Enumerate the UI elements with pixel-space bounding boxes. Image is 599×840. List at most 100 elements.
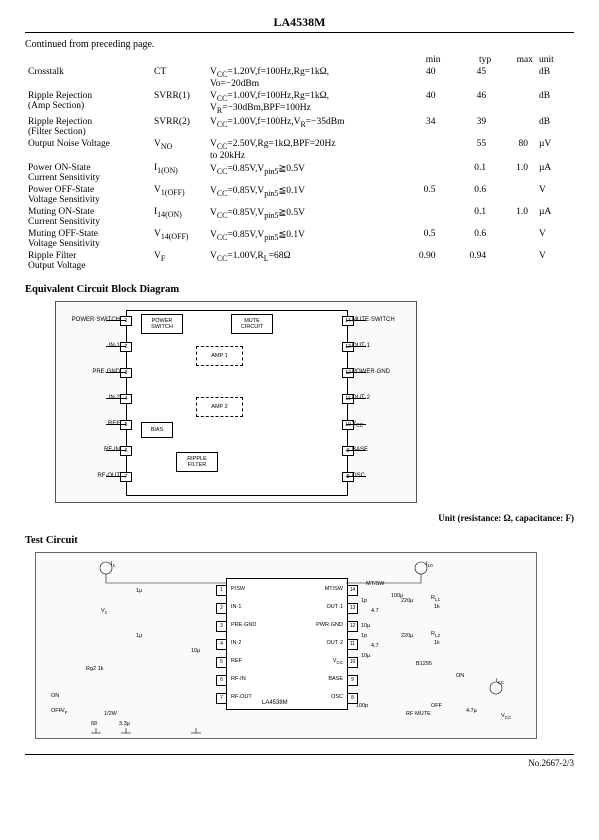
val-rg2: Rg2 1k bbox=[86, 666, 103, 672]
val-1k-b: 1k bbox=[434, 640, 440, 646]
param-unit: dB bbox=[536, 66, 574, 90]
col-typ: typ bbox=[444, 54, 495, 66]
param-name: Power OFF-StateVoltage Sensitivity bbox=[25, 184, 151, 206]
ic-pin: 5 bbox=[216, 657, 227, 668]
ic-pin: 12 bbox=[347, 621, 358, 632]
block-diagram-title: Equivalent Circuit Block Diagram bbox=[25, 284, 574, 295]
val-10u-b: 10µ bbox=[361, 623, 370, 629]
param-unit: V bbox=[536, 184, 574, 206]
table-row: Muting OFF-StateVoltage SensitivityV14(O… bbox=[25, 228, 574, 250]
val-4_7-a: 4.7 bbox=[371, 608, 379, 614]
pin-box: 7 bbox=[120, 472, 132, 482]
ic-pin: 7 bbox=[216, 693, 227, 704]
pin-label: VCC bbox=[352, 421, 363, 429]
ic-pin-label: OUT·1 bbox=[327, 604, 344, 610]
lbl-on: ON bbox=[456, 673, 464, 679]
val-100p: 100p bbox=[356, 703, 368, 709]
lbl-rl1: RL1 bbox=[431, 595, 440, 602]
param-max bbox=[494, 228, 536, 250]
page-footer: No.2667-2/3 bbox=[25, 754, 574, 768]
block-bias: BIAS bbox=[141, 422, 173, 438]
ic-pin-label: RF·OUT bbox=[231, 694, 252, 700]
ic-pin-label: OUT·2 bbox=[327, 640, 344, 646]
param-condition: VCC=0.85V,Vpin5≦0.1V bbox=[207, 184, 393, 206]
table-row: Ripple Rejection(Filter Section)SVRR(2)V… bbox=[25, 116, 574, 138]
val-10u-c: 10µ bbox=[361, 653, 370, 659]
lbl-i10: I10 bbox=[426, 561, 433, 568]
param-min bbox=[393, 162, 444, 184]
param-condition: VCC=0.85V,Vpin5≧0.5V bbox=[207, 206, 393, 228]
block-diagram: 1POWER·SWITCH2IN·13PRE·GND4IN·25REF6RF·I… bbox=[55, 301, 417, 503]
param-symbol: I14(ON) bbox=[151, 206, 207, 228]
ic-pin-label: PWR·GND bbox=[316, 622, 343, 628]
param-symbol: I1(ON) bbox=[151, 162, 207, 184]
ic-pin: 3 bbox=[216, 621, 227, 632]
param-name: Power ON-StateCurrent Sensitivity bbox=[25, 162, 151, 184]
param-name: Ripple Rejection(Filter Section) bbox=[25, 116, 151, 138]
param-name: Muting OFF-StateVoltage Sensitivity bbox=[25, 228, 151, 250]
param-min: 0.90 bbox=[393, 250, 444, 272]
val-1_2m: 1/2W bbox=[104, 711, 117, 717]
ic-pin: 2 bbox=[216, 603, 227, 614]
table-row: Ripple Rejection(Amp Section)SVRR(1)VCC=… bbox=[25, 90, 574, 116]
param-condition: VCC=0.85V,Vpin5≦0.1V bbox=[207, 228, 393, 250]
lbl-vcc: VCC bbox=[501, 713, 511, 720]
param-min: 34 bbox=[393, 116, 444, 138]
param-min: 0.5 bbox=[393, 228, 444, 250]
param-condition: VCC=2.50V,Rg=1kΩ,BPF=20Hzto 20kHz bbox=[207, 138, 393, 162]
param-typ: 55 bbox=[444, 138, 495, 162]
param-typ: 46 bbox=[444, 90, 495, 116]
test-circuit-title: Test Circuit bbox=[25, 535, 574, 546]
ic-pin: 10 bbox=[347, 657, 358, 668]
val-100u-a: 100µ bbox=[391, 593, 403, 599]
param-condition: VCC=1.20V,f=100Hz,Rg=1kΩ,Vo=−20dBm bbox=[207, 66, 393, 90]
val-1k-a: 1k bbox=[434, 604, 440, 610]
pin-box: 1 bbox=[120, 316, 132, 326]
block-amp1: AMP 1 bbox=[196, 346, 243, 366]
ic-pin-label: IN·2 bbox=[231, 640, 241, 646]
col-max: max bbox=[494, 54, 536, 66]
param-condition: VCC=1.00V,f=100Hz,Rg=1kΩ,VR=−30dBm,BPF=1… bbox=[207, 90, 393, 116]
param-unit: dB bbox=[536, 90, 574, 116]
lbl-off2: OFF bbox=[431, 703, 442, 709]
lbl-i1: I1 bbox=[111, 561, 115, 568]
param-max bbox=[494, 116, 536, 138]
param-typ: 0.1 bbox=[444, 206, 495, 228]
table-row: Ripple FilterOutput VoltageVFVCC=1.00V,R… bbox=[25, 250, 574, 272]
param-symbol: SVRR(1) bbox=[151, 90, 207, 116]
pin-box: 2 bbox=[120, 342, 132, 352]
param-condition: VCC=1.00V,RL=68Ω bbox=[207, 250, 393, 272]
continued-note: Continued from preceding page. bbox=[25, 39, 574, 50]
table-header-row: min typ max unit bbox=[25, 54, 574, 66]
lbl-v1: V1 bbox=[101, 608, 107, 615]
param-symbol: VNO bbox=[151, 138, 207, 162]
val-4_7u: 4.7µ bbox=[466, 708, 477, 714]
ic-pin-label: OSC bbox=[331, 694, 343, 700]
col-unit: unit bbox=[536, 54, 574, 66]
ic-pin-label: PRE·GND bbox=[231, 622, 256, 628]
table-row: Power ON-StateCurrent SensitivityI1(ON)V… bbox=[25, 162, 574, 184]
lbl-rfmute: RF·MUTE bbox=[406, 711, 431, 717]
param-symbol: VF bbox=[151, 250, 207, 272]
param-unit: µA bbox=[536, 206, 574, 228]
ic-pin-label: P/SW bbox=[231, 586, 245, 592]
param-max: 1.0 bbox=[494, 162, 536, 184]
param-max bbox=[494, 90, 536, 116]
parameters-table: min typ max unit CrosstalkCTVCC=1.20V,f=… bbox=[25, 54, 574, 272]
param-symbol: CT bbox=[151, 66, 207, 90]
param-condition: VCC=0.85V,Vpin5≧0.5V bbox=[207, 162, 393, 184]
pin-box: 4 bbox=[120, 394, 132, 404]
param-unit: V bbox=[536, 228, 574, 250]
val-1u-b: 1µ bbox=[136, 633, 142, 639]
val-3_3u: 3.3µ bbox=[119, 721, 130, 727]
table-row: CrosstalkCTVCC=1.20V,f=100Hz,Rg=1kΩ,Vo=−… bbox=[25, 66, 574, 90]
param-typ: 45 bbox=[444, 66, 495, 90]
block-ripple: RIPPLEFILTER bbox=[176, 452, 218, 472]
lbl-on2: ON bbox=[51, 693, 59, 699]
param-typ: 0.6 bbox=[444, 228, 495, 250]
lbl-icc: ICC bbox=[496, 678, 504, 685]
param-unit: µV bbox=[536, 138, 574, 162]
param-unit: V bbox=[536, 250, 574, 272]
test-circuit-diagram: 1P/SW2IN·13PRE·GND4IN·25REF6RF·IN7RF·OUT… bbox=[35, 552, 537, 739]
unit-note: Unit (resistance: Ω, capacitance: F) bbox=[25, 513, 574, 523]
